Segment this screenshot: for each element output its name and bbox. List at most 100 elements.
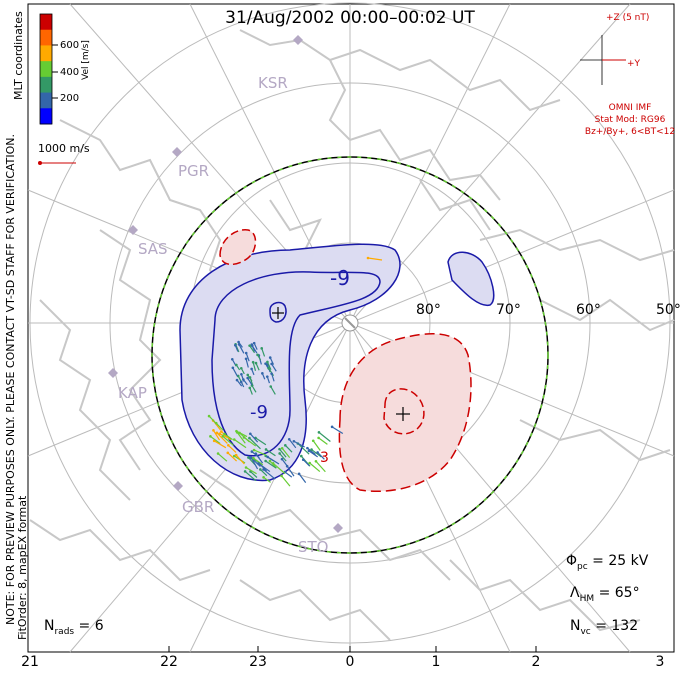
velocity-vector-origin xyxy=(207,414,211,418)
lat-label-70: 70° xyxy=(496,302,521,318)
velocity-vector-origin xyxy=(311,439,315,443)
velocity-vector xyxy=(253,449,267,456)
velocity-vector xyxy=(236,431,246,444)
velocity-vector-origin xyxy=(317,431,321,434)
velocity-vector-origin xyxy=(240,372,243,376)
nrads-subscript: rads xyxy=(54,626,75,637)
velocity-vector-origin xyxy=(252,448,256,452)
velocity-vector xyxy=(318,431,331,442)
hmb-dash-overlay xyxy=(151,156,549,554)
velocity-vector xyxy=(286,465,295,477)
map-frame xyxy=(27,3,675,653)
velocity-vector-origin xyxy=(235,429,238,433)
velocity-vector-origin xyxy=(238,431,241,435)
velocity-vector xyxy=(232,367,238,377)
velocity-vector xyxy=(244,470,257,482)
velocity-vector-origin xyxy=(314,459,318,463)
velocity-vector-origin xyxy=(248,344,251,347)
coastlines xyxy=(29,29,675,641)
stat-hmb-latitude: ΛHM = 65° xyxy=(570,585,640,604)
velocity-vector-origin xyxy=(250,456,253,460)
colorbar-segment xyxy=(40,29,52,46)
velocity-vector-origin xyxy=(269,385,273,388)
velocity-vector xyxy=(293,440,305,448)
velocity-vector xyxy=(266,361,272,371)
stat-model: Stat Mod: RG96 xyxy=(595,115,666,125)
velocity-vector xyxy=(263,468,276,480)
mlt-label-0: 0 xyxy=(345,654,355,670)
velocity-vector xyxy=(222,435,234,446)
velocity-vector xyxy=(235,454,245,465)
velocity-vector xyxy=(212,430,221,441)
velocity-vector-origin xyxy=(251,360,255,364)
velocity-vector-origin xyxy=(223,432,226,436)
velocity-vector xyxy=(249,437,261,450)
velocity-vector-origin xyxy=(244,351,248,355)
mlt-label-23: 23 xyxy=(249,654,267,670)
velocity-vector xyxy=(267,456,280,465)
contour-label-pos: 3 xyxy=(320,450,329,466)
velocity-vector xyxy=(298,473,307,484)
mlt-label-1: 1 xyxy=(431,654,441,670)
coordinates-label: MLT coordinates xyxy=(12,11,25,100)
lambda-symbol: Λ xyxy=(570,585,580,601)
velocity-vector-origin xyxy=(209,435,212,438)
velocity-vector-origin xyxy=(234,343,237,347)
lambda-subscript: HM xyxy=(579,593,595,604)
velocity-vector-origin xyxy=(246,376,249,380)
phi-value: = 25 kV xyxy=(587,553,649,569)
potential-max-marker xyxy=(396,407,410,421)
mlt-label-21: 21 xyxy=(21,654,39,670)
velocity-vector xyxy=(259,469,268,477)
velocity-vector-origin xyxy=(252,341,256,345)
colorbar-tick-400: 400 xyxy=(60,67,79,78)
velocity-vector xyxy=(251,451,260,459)
velocity-vector-origin xyxy=(264,459,267,463)
velocity-vector xyxy=(271,373,275,382)
velocity-vector-origin xyxy=(266,360,269,364)
velocity-vector-origin xyxy=(285,464,289,468)
reference-vector xyxy=(38,161,76,165)
velocity-vector-origin xyxy=(306,446,309,450)
velocity-vector-origin xyxy=(268,356,272,359)
velocity-vector-origin xyxy=(237,340,240,344)
velocity-vector-origin xyxy=(247,456,250,459)
velocity-vector xyxy=(315,460,326,473)
velocity-vector-origin xyxy=(310,448,313,451)
velocity-vector-origin xyxy=(249,432,252,436)
velocity-vector-origin xyxy=(300,454,303,458)
velocity-vector xyxy=(227,444,237,453)
velocity-vector xyxy=(249,345,256,354)
velocity-vector-origin xyxy=(256,353,259,357)
lambda-value: = 65° xyxy=(594,585,640,601)
imf-z-label: +Z (5 nT) xyxy=(606,13,649,23)
velocity-vector-origin xyxy=(239,380,243,384)
velocity-vector-origin xyxy=(240,366,243,370)
colorbar-segment xyxy=(40,45,52,62)
velocity-vector xyxy=(250,471,258,478)
velocity-vector-origin xyxy=(234,453,238,457)
velocity-vector-origin xyxy=(301,458,305,462)
magnetic-pole-marker xyxy=(341,314,359,332)
nrads-symbol: N xyxy=(44,618,55,634)
mlt-label-22: 22 xyxy=(160,654,178,670)
velocity-vector-origin xyxy=(250,343,254,346)
velocity-vector-origin xyxy=(261,372,264,375)
velocity-vector xyxy=(270,386,276,395)
velocity-vector-origin xyxy=(259,468,262,471)
velocity-vector xyxy=(263,476,271,483)
station-ksr: KSR xyxy=(258,74,288,92)
colorbar-segment xyxy=(40,108,52,125)
stat-vector-count: Nvc = 132 xyxy=(570,618,638,637)
velocity-vector-origin xyxy=(254,361,258,365)
velocity-vector xyxy=(311,449,322,458)
velocity-vector-origin xyxy=(250,367,253,371)
velocity-vector xyxy=(247,377,253,386)
velocity-vector-origin xyxy=(265,375,269,378)
velocity-vector-origin xyxy=(308,461,311,465)
velocity-vector xyxy=(251,385,257,393)
velocity-vector-origin xyxy=(235,363,238,367)
velocity-vector-origin xyxy=(330,425,334,429)
velocity-vector-origin xyxy=(250,450,254,453)
positive-potential-cell xyxy=(338,333,472,492)
